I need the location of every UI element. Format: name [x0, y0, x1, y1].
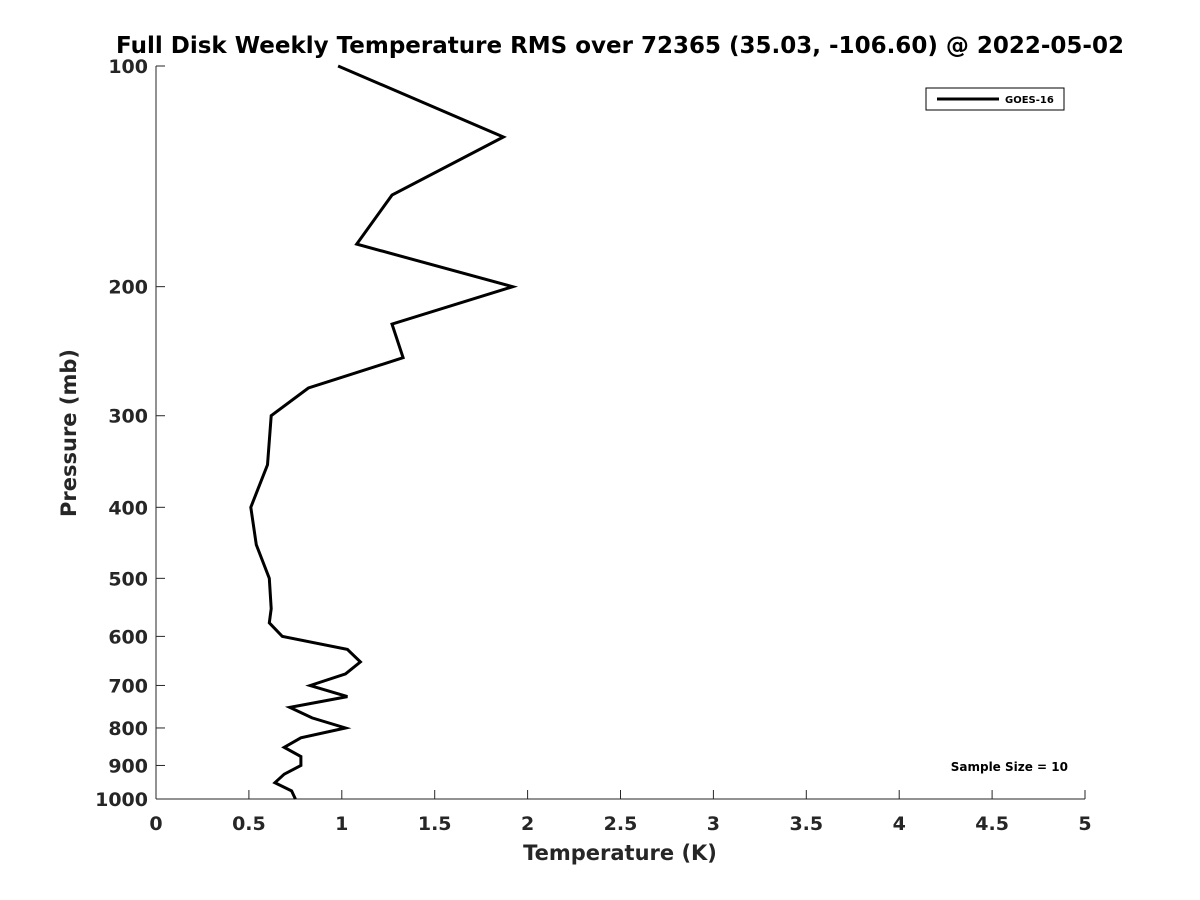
x-tick-label: 5: [1078, 813, 1091, 835]
x-tick-label: 0.5: [232, 813, 266, 835]
y-tick-label: 200: [108, 277, 148, 299]
y-tick-label: 1000: [95, 789, 148, 811]
x-tick-label: 3: [707, 813, 720, 835]
y-tick-label: 500: [108, 568, 148, 590]
y-tick-label: 400: [108, 497, 148, 519]
chart-title: Full Disk Weekly Temperature RMS over 72…: [116, 33, 1124, 59]
y-tick-label: 100: [108, 56, 148, 78]
x-tick-label: 4: [893, 813, 906, 835]
x-tick-label: 3.5: [789, 813, 823, 835]
y-tick-label: 900: [108, 755, 148, 777]
axes: 0 0.5 1 1.5 2 2.5 3 3.5 4 4.5 5 100 200 300 400 500 600 7…: [95, 56, 1092, 835]
legend-label-goes-16: GOES-16: [1005, 95, 1054, 106]
series-line-goes-16: [249, 64, 519, 800]
sample-size-annotation: Sample Size = 10: [951, 760, 1068, 774]
y-tick-label: 700: [108, 675, 148, 697]
x-tick-label: 0: [149, 813, 162, 835]
y-axis-label: Pressure (mb): [57, 349, 81, 517]
x-tick-label: 2.5: [604, 813, 638, 835]
x-tick-label: 2: [521, 813, 534, 835]
y-tick-label: 300: [108, 406, 148, 428]
x-axis-label: Temperature (K): [523, 841, 717, 865]
x-tick-label: 1: [335, 813, 348, 835]
plot-area: [249, 64, 519, 800]
y-tick-label: 600: [108, 626, 148, 648]
legend: GOES-16: [925, 87, 1065, 111]
x-tick-label: 4.5: [975, 813, 1009, 835]
x-tick-label: 1.5: [418, 813, 452, 835]
y-tick-label: 800: [108, 718, 148, 740]
